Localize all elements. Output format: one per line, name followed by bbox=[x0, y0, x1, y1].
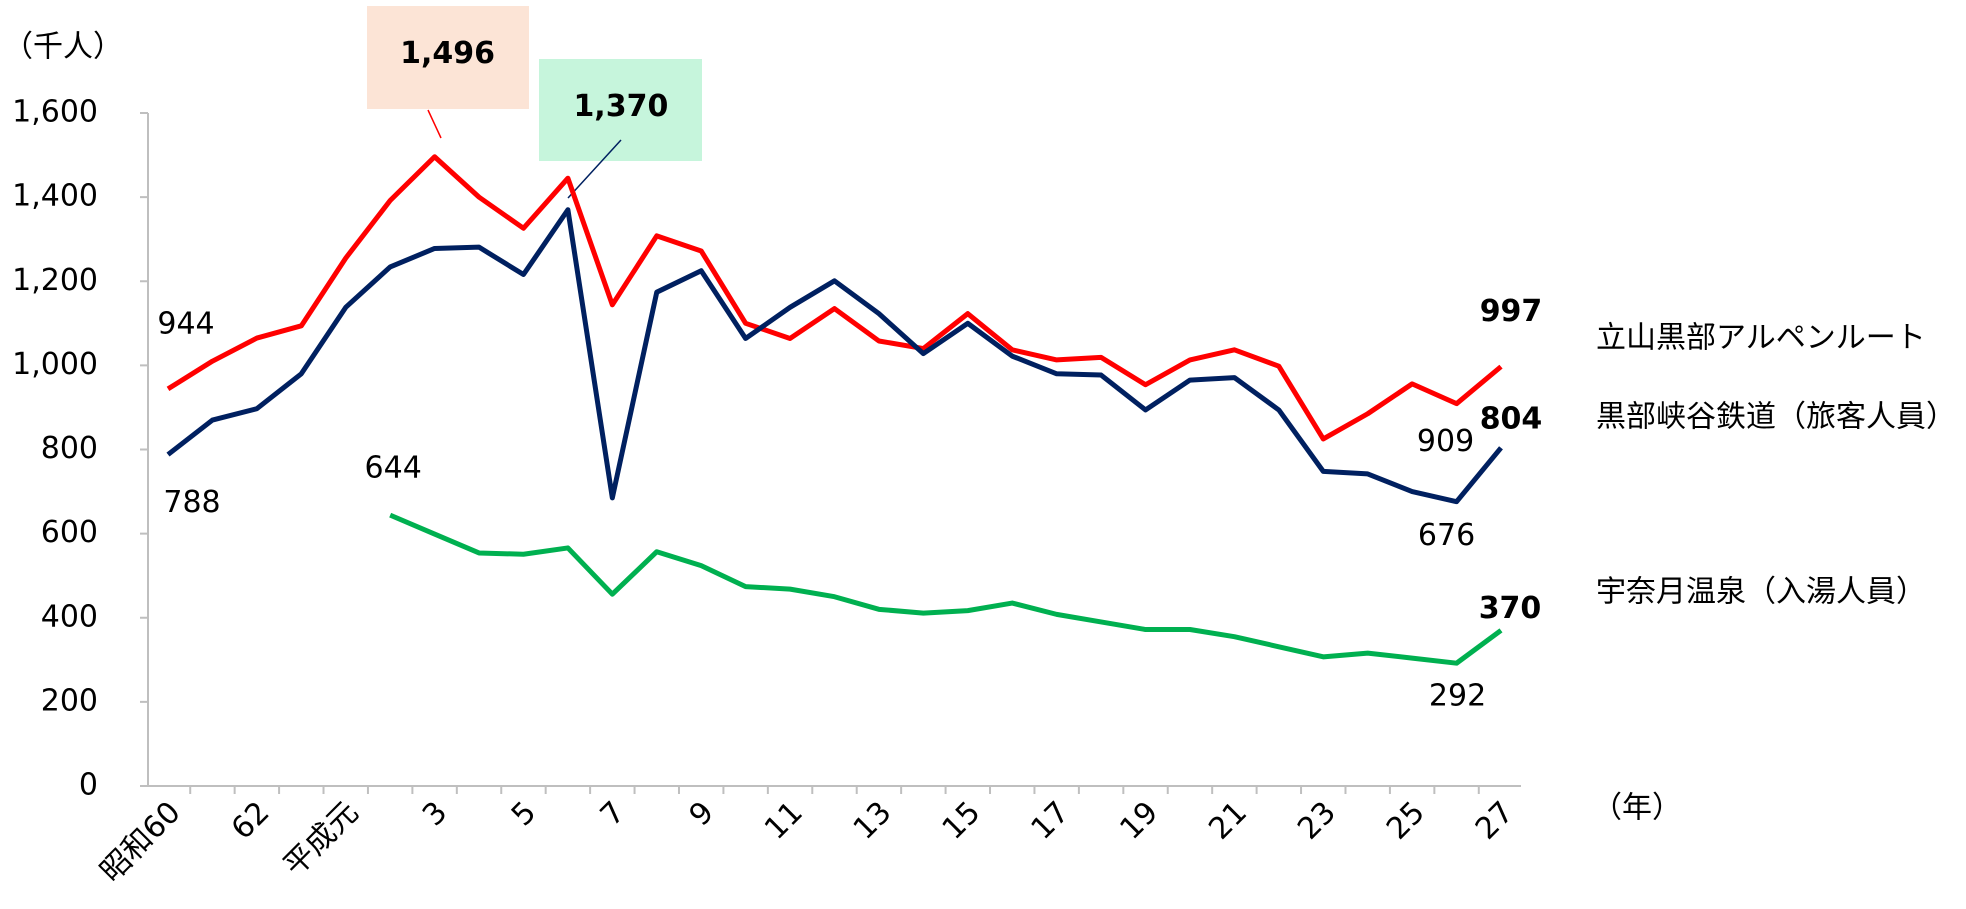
series-line bbox=[389, 512, 1503, 666]
leader-line bbox=[567, 139, 622, 199]
y-tick-label: 400 bbox=[41, 599, 98, 634]
data-label: 644 bbox=[365, 451, 422, 486]
y-tick-label: 200 bbox=[41, 683, 98, 718]
x-tick-label: 13 bbox=[847, 795, 899, 847]
data-label: 997 bbox=[1480, 294, 1543, 329]
legend-label: 宇奈月温泉（入湯人員） bbox=[1596, 575, 1926, 610]
series-line bbox=[166, 207, 1503, 505]
annotation-box bbox=[367, 6, 529, 109]
x-tick-label: 昭和60 bbox=[93, 795, 187, 889]
x-tick-label: 9 bbox=[683, 795, 721, 833]
y-tick-label: 1,000 bbox=[12, 347, 98, 382]
legend-label: 黒部峡谷鉄道（旅客人員） bbox=[1596, 400, 1956, 435]
y-tick-label: 1,200 bbox=[12, 263, 98, 298]
data-label: 676 bbox=[1418, 518, 1475, 553]
data-label: 788 bbox=[163, 485, 220, 520]
x-tick-label: 7 bbox=[594, 795, 632, 833]
x-tick-label: 23 bbox=[1291, 795, 1343, 847]
data-label: 909 bbox=[1417, 424, 1474, 459]
x-tick-label: 11 bbox=[758, 795, 810, 847]
data-label: 1,496 bbox=[400, 36, 495, 71]
leader-line bbox=[427, 109, 442, 139]
x-tick-label: 5 bbox=[505, 795, 543, 833]
x-tick-label: 25 bbox=[1380, 795, 1432, 847]
data-label: 1,370 bbox=[573, 89, 668, 124]
x-tick-label: 15 bbox=[936, 795, 988, 847]
series-line bbox=[166, 154, 1503, 442]
x-tick-label: 62 bbox=[225, 795, 277, 847]
data-label: 944 bbox=[157, 306, 214, 341]
y-tick-label: 1,600 bbox=[12, 95, 98, 130]
annotation-box bbox=[539, 59, 702, 161]
data-label: 292 bbox=[1429, 679, 1486, 714]
x-tick-label: 19 bbox=[1113, 795, 1165, 847]
x-tick-label: 17 bbox=[1025, 795, 1077, 847]
x-tick-label: 3 bbox=[416, 795, 454, 833]
y-unit-label: （千人） bbox=[3, 30, 123, 65]
x-tick-label: 21 bbox=[1202, 795, 1254, 847]
x-unit-label: （年） bbox=[1592, 791, 1682, 826]
legend-label: 立山黒部アルペンルート bbox=[1596, 321, 1926, 356]
y-tick-label: 800 bbox=[41, 431, 98, 466]
data-label: 370 bbox=[1479, 591, 1542, 626]
y-tick-label: 600 bbox=[41, 515, 98, 550]
x-tick-label: 平成元 bbox=[277, 795, 365, 883]
y-tick-label: 1,400 bbox=[12, 179, 98, 214]
data-label: 804 bbox=[1480, 401, 1543, 436]
y-tick-label: 0 bbox=[79, 768, 98, 803]
x-tick-label: 27 bbox=[1469, 795, 1521, 847]
